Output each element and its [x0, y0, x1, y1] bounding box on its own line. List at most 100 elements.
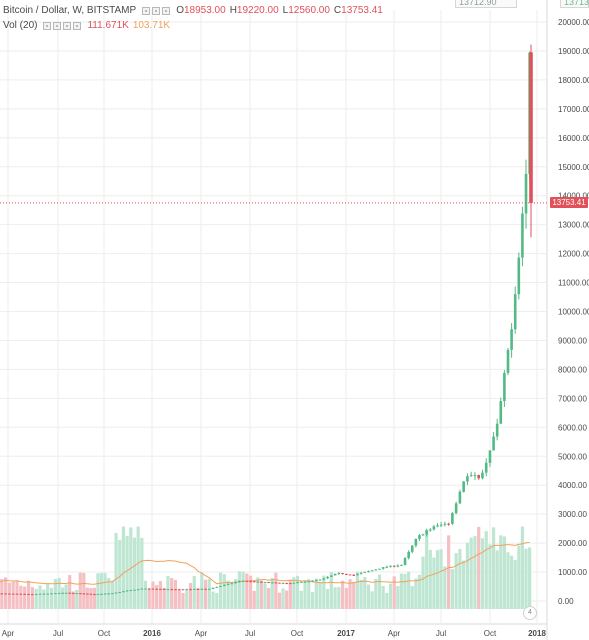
candle-body [136, 589, 140, 591]
volume-bar [82, 572, 86, 609]
settings-icon[interactable] [152, 6, 161, 15]
more-icon[interactable] [73, 21, 82, 30]
price-tick-label: 18000.00 [558, 76, 589, 85]
volume-bar [366, 584, 371, 609]
close-icon[interactable] [63, 21, 72, 30]
volume-bar [215, 592, 219, 609]
volume-bar [285, 590, 289, 609]
candle-body [215, 586, 219, 588]
volume-bar [177, 590, 181, 609]
candles [0, 44, 533, 596]
price-tick-label: 20000.00 [558, 18, 589, 27]
price-tick-label: 12000.00 [558, 250, 589, 259]
volume-bar [303, 580, 307, 609]
volume-bar [234, 579, 238, 609]
candle-body [436, 525, 439, 527]
candle-body [147, 588, 151, 590]
candle-body [207, 588, 211, 590]
volume-bar [421, 556, 425, 609]
candle-body [103, 593, 107, 595]
volume-badge[interactable]: 4 [523, 606, 537, 620]
price-axis[interactable]: 0.00 1000.00 2000.00 3000.00 4000.00 5000.00 6… [558, 18, 589, 606]
volume-bar [75, 589, 79, 609]
volume-bar [249, 575, 253, 609]
volume-bar [155, 585, 159, 609]
volume-bar [499, 535, 503, 609]
close-value: 13753.41 [341, 5, 383, 16]
high-label: H [229, 5, 237, 16]
volume-bar [211, 591, 215, 609]
candle-body [96, 593, 100, 595]
candle-body [322, 578, 326, 580]
open-value: 18953.00 [183, 5, 226, 16]
volume-bar [484, 531, 488, 609]
volume-bar [267, 587, 271, 609]
eye-icon[interactable] [43, 21, 52, 30]
volume-bar [528, 547, 532, 609]
candle-body [177, 589, 181, 591]
price-tick-label: 1000.00 [558, 568, 587, 577]
candle-body [93, 594, 96, 596]
volume-bar [363, 576, 367, 609]
candle-body [524, 173, 528, 214]
volume-bar [491, 527, 496, 609]
candle-body [337, 572, 341, 574]
candle-body [499, 401, 503, 424]
volume-bar [110, 580, 114, 609]
low-label: L [282, 5, 289, 16]
candle-body [374, 569, 378, 571]
candle-body [352, 574, 356, 576]
candle-body [223, 584, 226, 586]
candle-body [488, 450, 492, 463]
candle-body [303, 581, 307, 583]
candle-body [4, 593, 7, 595]
volume-bar [524, 548, 528, 609]
volume-ma-path [0, 542, 530, 585]
candle-body [11, 593, 15, 595]
candle-body [219, 585, 222, 587]
volume-bar [517, 545, 521, 609]
volume-bar [34, 588, 38, 609]
volume-bar [454, 553, 458, 609]
price-tick-label: 8000.00 [558, 365, 587, 374]
settings-icon[interactable] [53, 21, 62, 30]
price-tick-label: 6000.00 [558, 423, 587, 432]
candle-body [330, 575, 333, 577]
candle-body [230, 583, 234, 585]
symbol-title: Bitcoin / Dollar, W, BITSTAMP [3, 5, 137, 16]
volume-bar [241, 571, 245, 609]
volume-bar [203, 579, 208, 609]
volume-bar [274, 572, 278, 609]
candle-body [400, 564, 403, 566]
volume-bar [377, 574, 382, 609]
candle-body [484, 462, 488, 473]
price-tick-label: 3000.00 [558, 510, 587, 519]
volume-bar [396, 586, 400, 609]
volume-bar [381, 586, 385, 609]
candle-body [68, 592, 71, 594]
ticker-box-right: 13713. [560, 0, 589, 8]
close-icon[interactable] [162, 6, 171, 15]
candle-body [341, 572, 344, 574]
time-axis[interactable]: Apr Jul Oct 2016 Apr Jul Oct 2017 Apr Jul Oct 2018 [2, 629, 547, 638]
volume-bar [7, 582, 11, 609]
candle-body [378, 568, 381, 570]
volume-bar [428, 549, 432, 609]
candle-body [50, 593, 53, 595]
last-price-tag: 13753.41 [550, 197, 588, 209]
candle-body [196, 588, 200, 590]
volume-bar [270, 577, 274, 609]
candle-body [162, 588, 166, 590]
candle-body [288, 583, 292, 585]
volume-bar [333, 587, 337, 609]
volume-bar [435, 550, 440, 609]
candle-body [318, 579, 322, 581]
volume-bar [337, 586, 341, 609]
time-tick-label: Jul [53, 629, 63, 638]
price-tick-label: 0.00 [558, 597, 574, 606]
volume-bar [495, 550, 499, 609]
eye-icon[interactable] [142, 6, 151, 15]
volume-ma-line [0, 542, 530, 585]
